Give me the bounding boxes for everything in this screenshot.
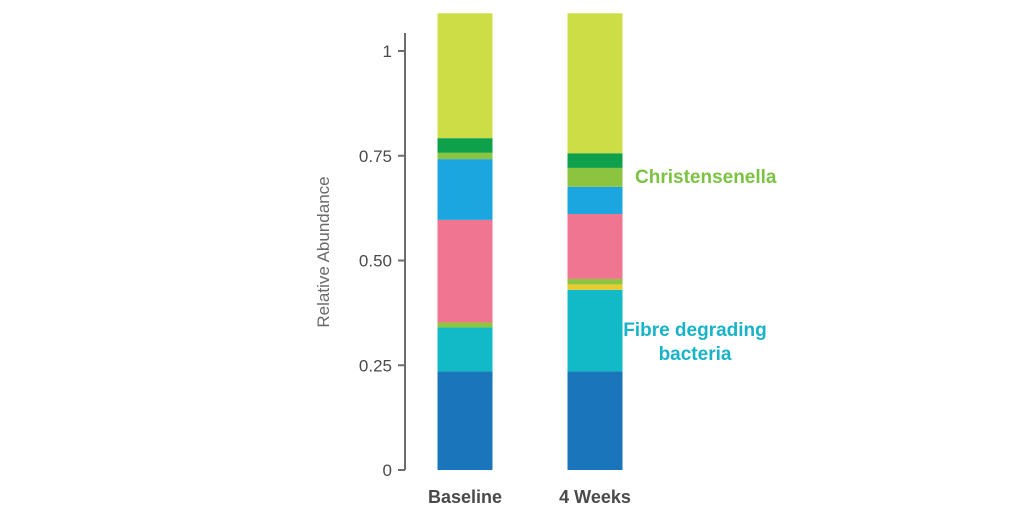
bar-segment-1-9 (437, 13, 493, 139)
y-tick-label: 1 (383, 42, 392, 61)
bar-segment-2-1 (567, 371, 623, 470)
bar-segment-2-9 (567, 13, 623, 154)
y-tick-label: 0.25 (359, 356, 392, 375)
fibre-degrading-annotation-line1: Fibre degrading (623, 320, 767, 341)
bar-segment-1-7 (437, 152, 493, 160)
bar-segment-1-6 (437, 159, 493, 220)
y-ticks: 0 0.25 0.50 0.75 1 (359, 42, 405, 480)
y-tick-label: 0 (383, 461, 392, 480)
bar-segment-2-8 (567, 153, 623, 168)
bar-segment-1-4 (437, 322, 493, 328)
bar-segment-2-2 (567, 289, 623, 372)
x-category-label: 4 Weeks (559, 487, 631, 507)
bar-segment-2-7 (567, 167, 623, 187)
bar-segment-1-1 (437, 371, 493, 470)
x-category-labels: Baseline 4 Weeks (428, 487, 631, 507)
y-tick-label: 0.50 (359, 252, 392, 271)
bars-layer (437, 13, 623, 470)
bar-segment-1-8 (437, 138, 493, 153)
bar-segment-2-4 (567, 278, 623, 285)
bar-segment-1-5 (437, 219, 493, 323)
y-tick-label: 0.75 (359, 147, 392, 166)
bar-segment-2-5 (567, 213, 623, 279)
bar-segment-2-3 (567, 284, 623, 290)
fibre-degrading-annotation-line2: bacteria (659, 344, 732, 365)
bar-segment-1-2 (437, 327, 493, 372)
y-axis-label: Relative Abundance (314, 176, 333, 327)
christensenella-annotation: Christensenella (635, 167, 777, 188)
bar-segment-2-6 (567, 186, 623, 214)
x-category-label: Baseline (428, 487, 502, 507)
